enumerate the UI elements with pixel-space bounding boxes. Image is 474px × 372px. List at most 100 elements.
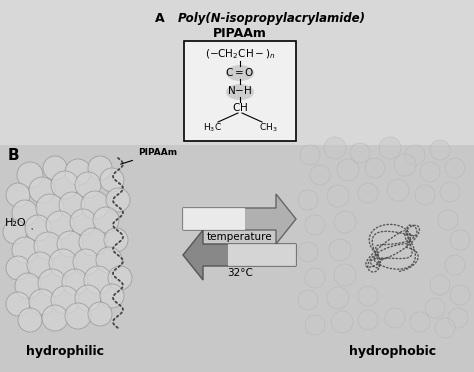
- Circle shape: [445, 255, 465, 275]
- Circle shape: [27, 252, 53, 278]
- Text: H₂O: H₂O: [5, 218, 32, 229]
- Circle shape: [438, 210, 458, 230]
- Circle shape: [51, 286, 79, 314]
- Text: hydrophilic: hydrophilic: [26, 345, 104, 358]
- Circle shape: [81, 191, 109, 219]
- Circle shape: [70, 209, 96, 235]
- Circle shape: [327, 287, 349, 309]
- Circle shape: [410, 312, 430, 332]
- Polygon shape: [183, 194, 296, 244]
- Circle shape: [305, 268, 325, 288]
- Circle shape: [337, 159, 359, 181]
- Circle shape: [88, 302, 112, 326]
- Circle shape: [298, 290, 318, 310]
- Circle shape: [329, 239, 351, 261]
- Text: $\mathsf{(-CH_2CH-)_{\it{n}}}$: $\mathsf{(-CH_2CH-)_{\it{n}}}$: [205, 47, 275, 61]
- Circle shape: [106, 188, 130, 212]
- Ellipse shape: [226, 84, 254, 100]
- Circle shape: [358, 286, 378, 306]
- Polygon shape: [183, 208, 245, 230]
- Circle shape: [450, 230, 470, 250]
- Circle shape: [34, 232, 62, 260]
- Circle shape: [25, 215, 51, 241]
- Circle shape: [305, 315, 325, 335]
- Circle shape: [310, 165, 330, 185]
- Ellipse shape: [226, 65, 254, 81]
- Text: PIPAAm: PIPAAm: [121, 148, 177, 164]
- Circle shape: [430, 140, 450, 160]
- Circle shape: [29, 289, 55, 315]
- Circle shape: [385, 308, 405, 328]
- Circle shape: [93, 207, 119, 233]
- Circle shape: [334, 211, 356, 233]
- Circle shape: [57, 231, 83, 257]
- Circle shape: [36, 194, 64, 222]
- Circle shape: [425, 298, 445, 318]
- Circle shape: [6, 183, 30, 207]
- Circle shape: [298, 242, 318, 262]
- Circle shape: [324, 137, 346, 159]
- Circle shape: [405, 145, 425, 165]
- Circle shape: [387, 179, 409, 201]
- Polygon shape: [183, 230, 296, 280]
- Text: PIPAAm: PIPAAm: [213, 27, 267, 40]
- Circle shape: [29, 177, 55, 203]
- Circle shape: [298, 190, 318, 210]
- Circle shape: [379, 137, 401, 159]
- Circle shape: [15, 273, 41, 299]
- Text: hydrophobic: hydrophobic: [349, 345, 437, 358]
- Circle shape: [43, 156, 67, 180]
- Circle shape: [79, 228, 107, 256]
- Circle shape: [358, 183, 378, 203]
- Text: $\mathsf{C{=}O}$: $\mathsf{C{=}O}$: [225, 66, 255, 78]
- Circle shape: [65, 159, 91, 185]
- Circle shape: [415, 185, 435, 205]
- Text: Poly(N-isopropylacrylamide): Poly(N-isopropylacrylamide): [178, 12, 366, 25]
- Circle shape: [88, 156, 112, 180]
- Polygon shape: [228, 244, 296, 266]
- Circle shape: [435, 318, 455, 338]
- Circle shape: [51, 171, 79, 199]
- Circle shape: [75, 285, 101, 311]
- Circle shape: [6, 256, 30, 280]
- Circle shape: [12, 237, 38, 263]
- Circle shape: [327, 185, 349, 207]
- Circle shape: [300, 145, 320, 165]
- Circle shape: [108, 266, 132, 290]
- Circle shape: [450, 285, 470, 305]
- Circle shape: [96, 247, 122, 273]
- Circle shape: [334, 264, 356, 286]
- Circle shape: [358, 310, 378, 330]
- Circle shape: [6, 292, 30, 316]
- Circle shape: [38, 269, 66, 297]
- Bar: [0, 0, 474, 145]
- Circle shape: [445, 158, 465, 178]
- Circle shape: [100, 168, 124, 192]
- Circle shape: [331, 311, 353, 333]
- Text: $\mathsf{CH}$: $\mathsf{CH}$: [232, 101, 248, 113]
- Circle shape: [305, 215, 325, 235]
- Circle shape: [73, 249, 99, 275]
- Circle shape: [100, 284, 124, 308]
- Circle shape: [365, 158, 385, 178]
- Text: A: A: [155, 12, 164, 25]
- Circle shape: [350, 143, 370, 163]
- Circle shape: [448, 308, 468, 328]
- Circle shape: [104, 228, 128, 252]
- Circle shape: [42, 305, 68, 331]
- Circle shape: [3, 220, 27, 244]
- Text: $\mathsf{CH_3}$: $\mathsf{CH_3}$: [259, 121, 277, 134]
- Circle shape: [75, 172, 101, 198]
- Circle shape: [440, 182, 460, 202]
- Circle shape: [394, 154, 416, 176]
- Circle shape: [65, 303, 91, 329]
- Circle shape: [84, 266, 112, 294]
- Text: B: B: [8, 148, 19, 163]
- Circle shape: [17, 162, 43, 188]
- Circle shape: [12, 200, 38, 226]
- Circle shape: [59, 192, 85, 218]
- Text: temperature: temperature: [207, 232, 273, 242]
- Circle shape: [46, 211, 74, 239]
- Text: 32°C: 32°C: [227, 268, 253, 278]
- FancyBboxPatch shape: [184, 41, 296, 141]
